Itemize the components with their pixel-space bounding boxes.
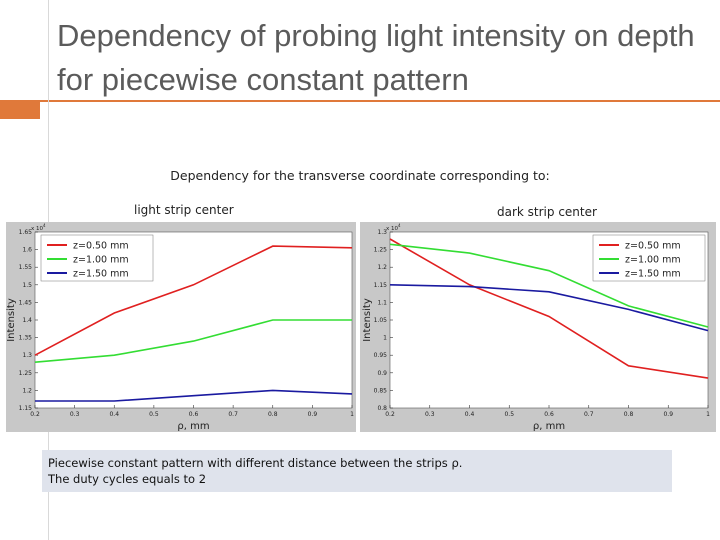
chart-0-legend-label: z=0.50 mm	[73, 241, 129, 252]
chart-0-x-tick-label: 0.2	[30, 411, 40, 418]
chart-0-y-tick-label: 1.3	[22, 352, 32, 359]
chart-1-x-tick-label: 0.8	[624, 411, 634, 418]
chart-0-y-tick-label: 1.25	[19, 370, 33, 377]
chart-1-y-multiplier: x 104	[386, 223, 401, 232]
light-strip-label: light strip center	[134, 203, 234, 217]
dark-strip-label: dark strip center	[497, 205, 597, 219]
chart-1-x-tick-label: 0.7	[584, 411, 594, 418]
chart-1-x-tick-label: 0.2	[385, 411, 395, 418]
chart-0-y-tick-label: 1.65	[19, 229, 33, 236]
chart-0-x-tick-label: 0.6	[189, 411, 199, 418]
chart-1-series-1-line	[389, 243, 709, 328]
chart-0-series-2-line	[35, 389, 353, 402]
chart-0-y-tick-label: 1.35	[19, 335, 33, 342]
chart-1-x-tick-label: 0.5	[504, 411, 514, 418]
chart-0-series-1-line	[34, 319, 352, 363]
chart-0-x-tick-label: 0.3	[70, 411, 80, 418]
corner-accent-square	[0, 100, 40, 119]
chart-1-legend-label: z=0.50 mm	[625, 241, 681, 252]
chart-1-x-tick-label: 0.6	[544, 411, 554, 418]
chart-0-x-tick-label: 0.5	[149, 411, 159, 418]
slide-title: Dependency of probing light intensity on…	[57, 18, 695, 97]
chart-0-y-multiplier: x 104	[31, 223, 46, 232]
chart-1-y-tick-label: 1	[383, 335, 387, 342]
description-box: Piecewise constant pattern with differen…	[42, 450, 672, 492]
chart-1-x-tick-label: 0.4	[465, 411, 475, 418]
chart-1-x-label: ρ, mm	[533, 421, 565, 432]
chart-1-legend-label: z=1.50 mm	[625, 269, 681, 280]
chart-1-series-0-line	[389, 238, 709, 379]
chart-0-y-tick-label: 1.6	[22, 247, 32, 254]
description-line-1: Piecewise constant pattern with differen…	[48, 456, 463, 470]
chart-0-y-tick-label: 1.45	[19, 299, 33, 306]
chart-1-legend-label: z=1.00 mm	[625, 255, 681, 266]
chart-1-y-tick-label: 1.2	[377, 264, 387, 271]
chart-0-y-label: Intensity	[6, 298, 17, 342]
chart-0-x-label: ρ, mm	[177, 421, 209, 432]
chart-0-y-tick-label: 1.5	[22, 282, 32, 289]
chart-0-y-tick-label: 1.2	[22, 387, 32, 394]
chart-1-y-tick-label: 0.95	[374, 352, 388, 359]
chart-1-y-tick-label: 0.8	[377, 405, 387, 412]
chart-1-x-tick-label: 0.3	[425, 411, 435, 418]
chart-0-x-tick-label: 0.7	[228, 411, 238, 418]
chart-0-x-tick-label: 0.4	[109, 411, 119, 418]
chart-1-x-tick-label: 0.9	[663, 411, 673, 418]
chart-1-y-tick-label: 1.25	[374, 247, 388, 254]
chart-1-y-tick-label: 1.05	[374, 317, 388, 324]
chart-0-x-tick-label: 0.8	[268, 411, 278, 418]
title-rule	[40, 100, 720, 102]
chart-1-y-tick-label: 1.15	[374, 282, 388, 289]
chart-0-y-tick-label: 1.55	[19, 264, 33, 271]
chart-1-y-tick-label: 1.3	[377, 229, 387, 236]
chart-1-y-tick-label: 0.9	[377, 370, 387, 377]
chart-1-y-tick-label: 1.1	[377, 299, 387, 306]
chart-1-series-2-line	[389, 284, 709, 332]
chart-0-legend-label: z=1.50 mm	[73, 269, 129, 280]
chart-0-x-tick-label: 0.9	[308, 411, 318, 418]
chart-0-legend-label: z=1.00 mm	[73, 255, 129, 266]
chart-0-x-tick-label: 1	[350, 411, 354, 418]
chart-1-y-tick-label: 0.85	[374, 387, 388, 394]
chart-0-y-tick-label: 1.15	[19, 405, 33, 412]
chart-0-y-tick-label: 1.4	[22, 317, 32, 324]
chart-1-y-label: Intensity	[362, 298, 373, 342]
slide-subtitle: Dependency for the transverse coordinate…	[170, 168, 550, 183]
chart-0-series-0-line	[34, 245, 353, 356]
chart-1-x-tick-label: 1	[706, 411, 710, 418]
description-line-2: The duty cycles equals to 2	[48, 472, 207, 486]
